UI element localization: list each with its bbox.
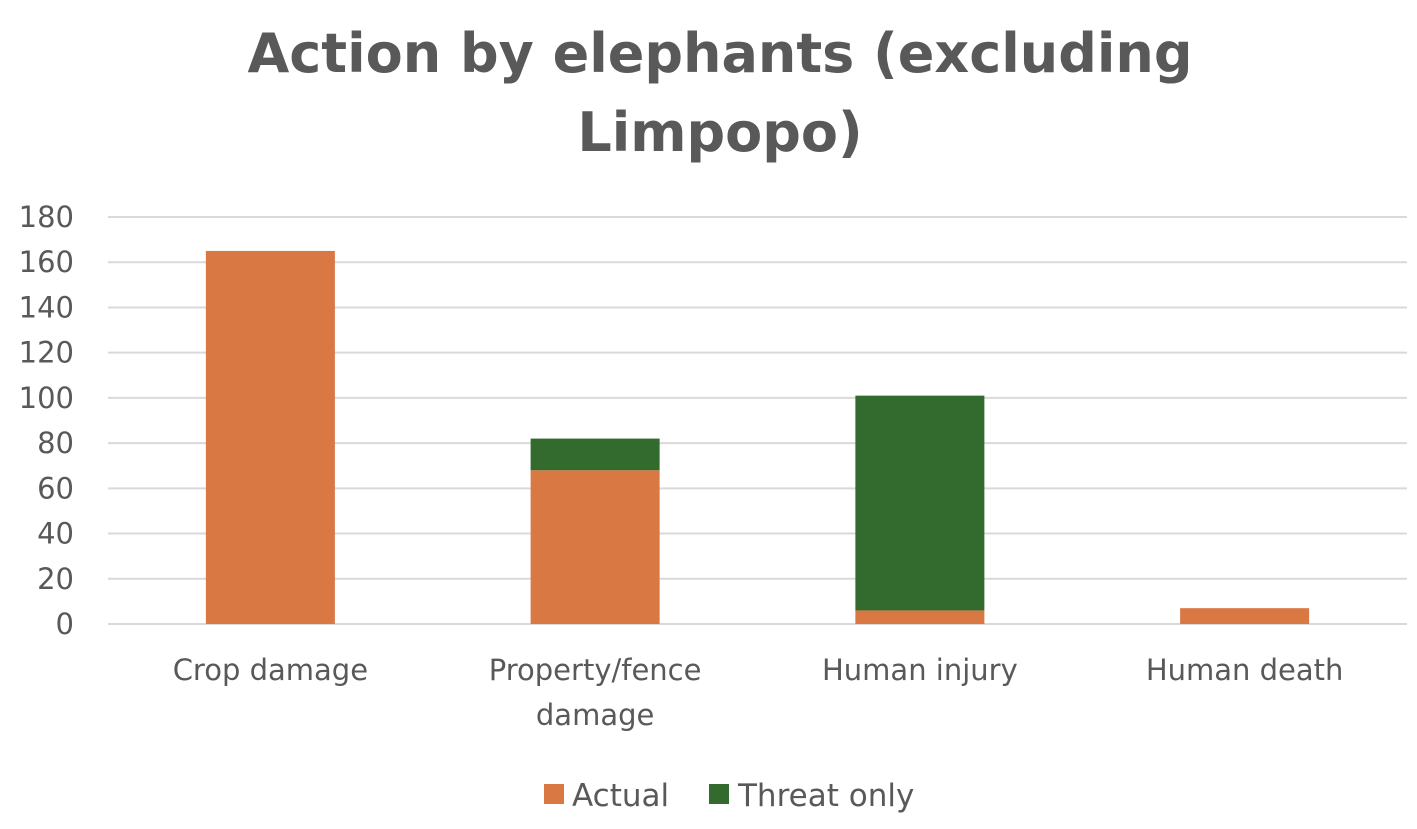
y-tick-label: 120: [19, 336, 74, 370]
x-category-label: Human injury: [822, 653, 1018, 687]
y-tick-label: 60: [37, 471, 74, 505]
y-tick-label: 0: [56, 607, 74, 641]
x-category-label: Human death: [1146, 653, 1344, 687]
legend-label: Threat only: [737, 778, 914, 814]
y-tick-label: 40: [37, 517, 74, 551]
legend: Actual Threat only: [544, 778, 914, 814]
bar-actual: [205, 250, 335, 624]
y-tick-label: 100: [19, 381, 74, 415]
legend-label: Actual: [572, 778, 669, 814]
chart-title-line: Limpopo): [577, 101, 862, 164]
legend-swatch: [709, 784, 729, 804]
y-tick-label: 180: [19, 200, 74, 234]
x-category-label: Crop damage: [173, 653, 368, 687]
bar-actual: [855, 610, 985, 624]
y-tick-label: 160: [19, 245, 74, 279]
x-axis-labels: Crop damage Property/fence damage Human inj…: [173, 653, 1344, 732]
bar-threat-only: [530, 438, 660, 471]
bars: [205, 250, 1310, 624]
y-tick-label: 20: [37, 562, 74, 596]
bar-actual: [1180, 608, 1310, 624]
bar-threat-only: [855, 395, 985, 611]
y-tick-label: 80: [37, 426, 74, 460]
y-tick-label: 140: [19, 290, 74, 324]
bar-actual: [530, 470, 660, 624]
x-category-label: damage: [536, 698, 654, 732]
chart-title-line: Action by elephants (excluding: [248, 22, 1193, 85]
y-axis-ticks: 0 20 40 60 80 100 120 140 160 180: [19, 200, 74, 641]
legend-swatch: [544, 784, 564, 804]
chart-title: Action by elephants (excluding Limpopo): [248, 22, 1193, 164]
x-category-label: Property/fence: [489, 653, 702, 687]
